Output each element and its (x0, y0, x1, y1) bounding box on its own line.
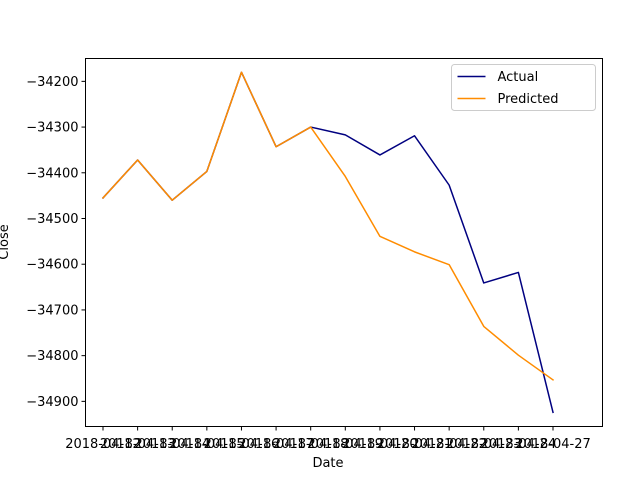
x-tick-label: 2018-04-21 (377, 437, 453, 452)
y-tick-label: −34600 (26, 258, 78, 273)
x-tick-label: 2018-04-15 (169, 437, 245, 452)
series-layer (101, 71, 555, 414)
y-tick-label: −34800 (26, 349, 78, 364)
x-tick-label: 2018-04-20 (342, 437, 418, 452)
y-tick-label: −34200 (26, 75, 78, 90)
x-tick-label: 2018-04-12 (65, 437, 141, 452)
y-tick-label: −34400 (26, 166, 78, 181)
x-tick-label: 2018-04-19 (308, 437, 384, 452)
y-tick-label: −34700 (26, 303, 78, 318)
x-tick-label: 2018-04-23 (446, 437, 522, 452)
y-tick-label: −34300 (26, 121, 78, 136)
y-tick-label: −34500 (26, 212, 78, 227)
x-tick-label: 2018-04-14 (134, 437, 210, 452)
x-tick-label: 2018-04-22 (411, 437, 487, 452)
x-tick-label: 2018-04-18 (273, 437, 349, 452)
x-tick-label: 2018-04-17 (238, 437, 314, 452)
legend-box (451, 64, 596, 111)
x-tick-label: 2018-04-13 (100, 437, 176, 452)
x-axis-label: Date (312, 456, 343, 471)
x-tick-label: 2018-04-16 (204, 437, 280, 452)
y-tick-label: −34900 (26, 395, 78, 410)
x-tick-label: 2018-04-27 (515, 437, 591, 452)
legend-label-predicted: Predicted (498, 92, 559, 107)
series-line-predicted (101, 71, 555, 381)
plot-frame (85, 58, 603, 427)
y-axis-label: Close (0, 224, 12, 259)
x-tick-label: 2018-04-24 (481, 437, 557, 452)
y-axis: −34900 −34800 −34700 −34600 −34500 −34400 −343… (26, 75, 86, 410)
legend: Actual Predicted (451, 64, 596, 111)
x-axis: 2018-04-122018-04-132018-04-142018-04-15… (65, 426, 591, 452)
legend-label-actual: Actual (498, 70, 539, 85)
